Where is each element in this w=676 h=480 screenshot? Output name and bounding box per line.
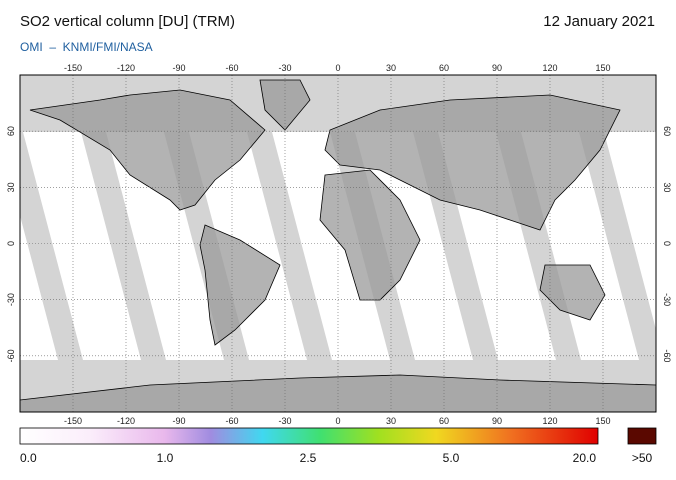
- lon-label-bottom: 90: [492, 416, 502, 426]
- graticule: [20, 75, 656, 412]
- lat-label-right: 30: [662, 182, 672, 192]
- swath: [23, 132, 141, 360]
- lon-label-top: -150: [64, 63, 82, 73]
- lon-label-top: -60: [225, 63, 238, 73]
- lon-label-bottom: 150: [595, 416, 610, 426]
- lon-label-top: 60: [439, 63, 449, 73]
- colorbar: [19, 427, 599, 445]
- lon-label-bottom: 0: [335, 416, 340, 426]
- colorbar-label: 1.0: [157, 451, 174, 465]
- lon-label-top: 120: [542, 63, 557, 73]
- lat-label-left: -60: [6, 349, 16, 362]
- eurasia: [324, 94, 621, 231]
- lon-label-top: 150: [595, 63, 610, 73]
- lon-label-bottom: 30: [386, 416, 396, 426]
- lon-label-bottom: -90: [172, 416, 185, 426]
- map: [20, 75, 656, 412]
- lat-label-left: 30: [6, 182, 16, 192]
- lon-label-top: 30: [386, 63, 396, 73]
- lat-label-right: -30: [662, 293, 672, 306]
- swath: [106, 132, 224, 360]
- lat-label-right: 0: [662, 241, 672, 246]
- map-frame: [19, 74, 657, 413]
- overflow-label: >50: [632, 451, 653, 465]
- source: OMI – KNMI/FMI/NASA: [20, 40, 153, 54]
- lon-label-top: 0: [335, 63, 340, 73]
- swath: [604, 132, 656, 330]
- swath: [20, 215, 58, 360]
- africa: [319, 169, 421, 301]
- lat-label-right: -60: [662, 349, 672, 362]
- australia: [539, 264, 606, 321]
- title: SO2 vertical column [DU] (TRM): [20, 13, 235, 30]
- lat-label-left: 60: [6, 126, 16, 136]
- lon-label-bottom: 60: [439, 416, 449, 426]
- lat-label-left: -30: [6, 293, 16, 306]
- lat-label-right: 60: [662, 126, 672, 136]
- colorbar-label: 2.5: [300, 451, 317, 465]
- south-america: [199, 224, 281, 346]
- colorbar-label: 5.0: [443, 451, 460, 465]
- colorbar-overflow: [627, 427, 657, 445]
- north-america: [29, 89, 266, 211]
- colorbar-labels: >50 0.0 1.0 2.5 5.0 20.0: [20, 451, 653, 465]
- lon-label-top: -120: [117, 63, 135, 73]
- lon-label-bottom: -120: [117, 416, 135, 426]
- lat-label-left: 0: [6, 241, 16, 246]
- lon-label-bottom: 120: [542, 416, 557, 426]
- tick-labels: -150 -150 -120 -120 -90 -90 -60 -60 -30 -30 0 0 30 30…: [6, 63, 672, 426]
- swath: [272, 132, 390, 360]
- colorbar-label: 0.0: [20, 451, 37, 465]
- lon-label-top: -90: [172, 63, 185, 73]
- lon-label-bottom: -150: [64, 416, 82, 426]
- lon-label-bottom: -30: [278, 416, 291, 426]
- date: 12 January 2021: [543, 13, 655, 30]
- lon-label-bottom: -60: [225, 416, 238, 426]
- lon-label-top: -30: [278, 63, 291, 73]
- lon-label-top: 90: [492, 63, 502, 73]
- colorbar-label: 20.0: [573, 451, 597, 465]
